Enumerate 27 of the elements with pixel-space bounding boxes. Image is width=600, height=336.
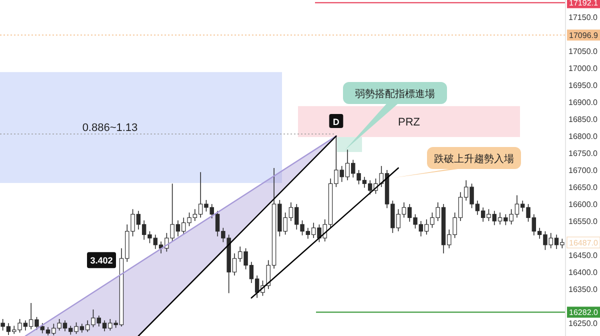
y-tick-label: 16650.0 [568,183,598,192]
y-tick-label: 16950.0 [568,81,598,90]
y-tick-label: 16800.0 [568,132,598,142]
y-tick-label: 16250.0 [568,319,598,328]
y-tick-label: 16750.0 [568,149,598,158]
y-tick-label: 17000.0 [568,64,598,74]
y-tick-label: 17050.0 [568,47,598,56]
band-label: PRZ [398,116,420,129]
y-tick-label: 16850.0 [568,115,598,124]
y-tick-label: 16400.0 [568,268,598,278]
y-tick-label: 16700.0 [568,166,598,176]
annotation: D [332,117,340,128]
y-tick-label: 17150.0 [568,13,598,22]
y-tick-label: 16450.0 [568,251,598,260]
annotation: 跌破上升趨勢入場 [434,153,514,165]
y-tick-label: 16550.0 [568,217,598,226]
annotation: 3.402 [90,256,113,266]
annotation: 0.886~1.13 [82,122,138,134]
ref-line-label: 17096.9 [569,31,599,40]
ref-line-label: 16282.0 [569,308,599,318]
annotation: 16487.0 [569,238,599,248]
callout: 跌破上升趨勢入場 [392,147,521,178]
y-tick-label: 16600.0 [568,200,598,210]
y-tick-label: 16900.0 [568,98,598,108]
annotation: 弱勢搭配指標進場 [355,88,435,100]
ref-line-label: 17192.1 [569,0,599,8]
y-tick-label: 16350.0 [568,285,598,294]
